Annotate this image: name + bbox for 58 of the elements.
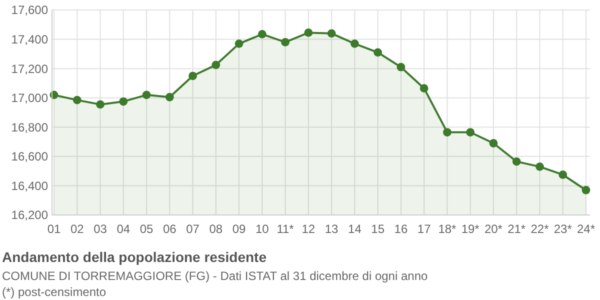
point xyxy=(142,90,151,100)
y-tick-label: 17,400 xyxy=(11,32,48,46)
x-tick-label: 19* xyxy=(461,222,480,236)
x-tick-label: 09 xyxy=(232,222,246,236)
x-tick-label: 20* xyxy=(484,222,503,236)
y-tick-label: 16,600 xyxy=(11,150,48,164)
x-tick-label: 10 xyxy=(255,222,270,236)
x-tick-label: 24* xyxy=(576,222,596,236)
text: (*) post-censimento xyxy=(2,285,106,299)
point xyxy=(258,30,266,38)
y-tick-label: 17,000 xyxy=(11,91,48,106)
point xyxy=(212,60,220,70)
x-tick-label: 03 xyxy=(94,222,108,236)
x-tick-label: 08 xyxy=(209,222,223,236)
x-tick-label: 06 xyxy=(162,222,177,236)
x-tick-label: 01 xyxy=(47,222,61,236)
x-tick-label: 16 xyxy=(394,222,408,236)
point xyxy=(512,157,521,166)
x-tick-label: 15 xyxy=(371,222,385,236)
point xyxy=(489,139,498,148)
text: Andamento della popolazione residente xyxy=(2,249,267,265)
point xyxy=(420,84,428,93)
x-tick-label: 07 xyxy=(186,222,200,236)
y-tick-label: 17,600 xyxy=(11,3,48,18)
point xyxy=(96,100,104,109)
x-tick-label: 02 xyxy=(70,222,84,236)
y-tick-label: 17,200 xyxy=(11,62,48,76)
point xyxy=(536,162,544,171)
y-tick-label: 16,200 xyxy=(11,208,48,222)
x-tick-label: 17 xyxy=(417,222,432,236)
point xyxy=(327,29,336,38)
point xyxy=(281,38,290,46)
x-tick-label: 05 xyxy=(140,222,154,236)
point xyxy=(234,39,244,48)
point xyxy=(72,96,82,104)
y-tick-label: 16,400 xyxy=(11,178,48,193)
text: COMUNE DI TORREMAGGIORE (FG) - Dati ISTAT al 31 dicembre di ogni anno xyxy=(2,269,428,283)
x-tick-label: 04 xyxy=(116,222,130,236)
x-tick-label: 12 xyxy=(302,222,316,236)
x-tick-label: 23* xyxy=(554,222,572,236)
point xyxy=(582,186,590,194)
point xyxy=(374,48,382,57)
point xyxy=(350,39,359,48)
point xyxy=(558,170,568,179)
point xyxy=(304,28,313,37)
point xyxy=(119,97,128,106)
x-tick-label: 21* xyxy=(508,222,526,236)
point xyxy=(443,128,452,136)
point xyxy=(188,72,197,80)
x-tick-label: 18* xyxy=(438,222,457,236)
point xyxy=(165,92,174,102)
point xyxy=(466,128,475,136)
y-tick-label: 16,800 xyxy=(11,120,48,134)
point xyxy=(396,62,406,72)
x-tick-label: 14 xyxy=(348,222,362,236)
x-tick-label: 13 xyxy=(324,222,339,236)
x-tick-label: 11* xyxy=(276,222,294,236)
x-tick-label: 22* xyxy=(530,222,550,236)
